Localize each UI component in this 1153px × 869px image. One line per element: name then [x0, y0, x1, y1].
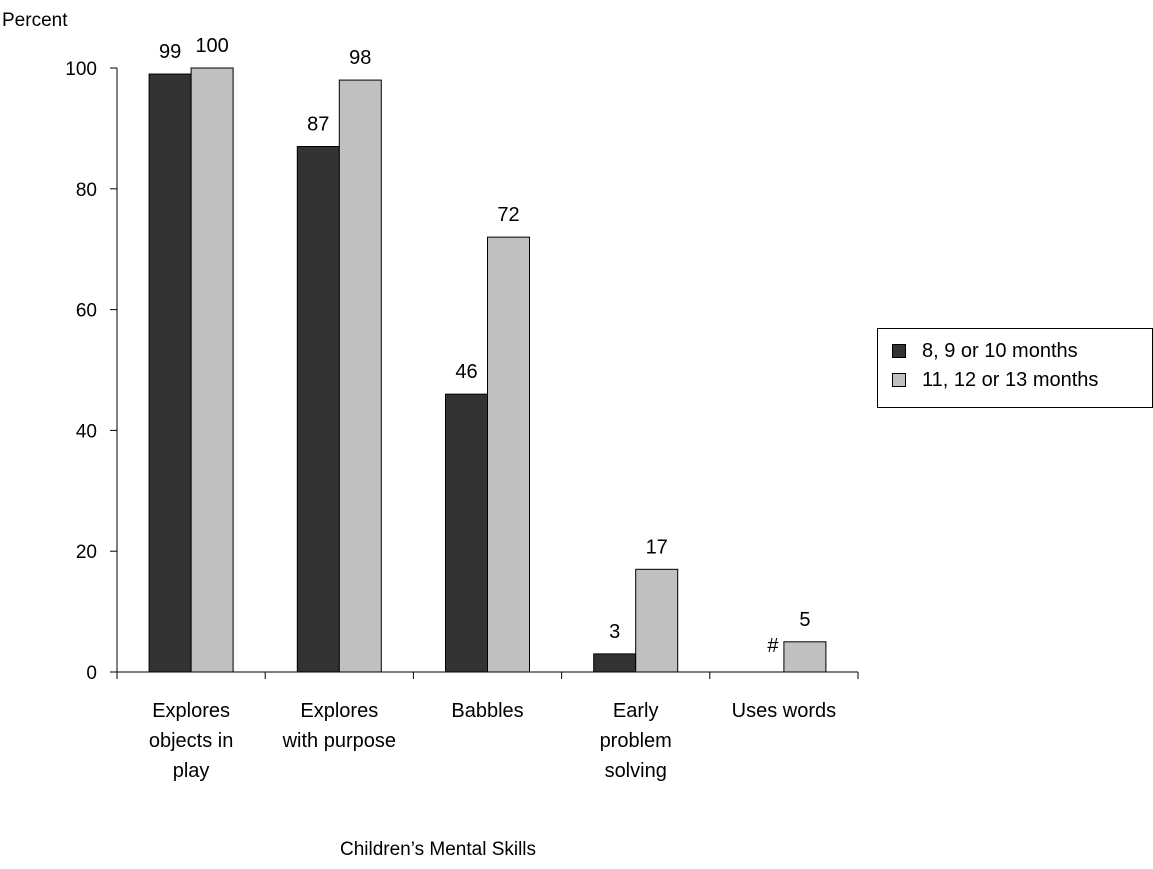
- x-tick-label-line: solving: [605, 760, 667, 782]
- data-label: 100: [195, 35, 228, 57]
- bar-series-2: [191, 68, 233, 672]
- legend-swatch-series-2: [892, 373, 906, 387]
- x-tick-label-line: play: [173, 760, 210, 782]
- data-label: 72: [497, 204, 519, 226]
- x-tick-label-line: problem: [600, 730, 672, 752]
- x-tick-label-line: Babbles: [451, 700, 523, 722]
- x-tick-label-line: with purpose: [282, 730, 396, 752]
- legend-swatch-series-1: [892, 344, 906, 358]
- data-label: #: [767, 635, 779, 657]
- x-tick-label-line: Uses words: [732, 700, 836, 722]
- x-axis-title: Children’s Mental Skills: [340, 839, 536, 860]
- y-axis-title: Percent: [2, 10, 68, 31]
- x-tick-label-line: Explores: [300, 700, 378, 722]
- bar-series-1: [149, 74, 191, 672]
- y-tick-label: 0: [86, 663, 97, 684]
- x-tick-label: Babbles: [451, 700, 523, 722]
- bars: 99 87 46 3 #100 98 72 17 5: [149, 35, 826, 672]
- x-tick-label-line: Explores: [152, 700, 230, 722]
- data-label: 3: [609, 621, 620, 643]
- data-label: 87: [307, 114, 329, 136]
- x-ticks: Explores objects in play Explores with purpo…: [117, 672, 858, 782]
- bar-series-1: [446, 394, 488, 672]
- y-tick-label: 100: [65, 59, 97, 80]
- y-ticks: 0 20 40 60 80 100: [65, 59, 117, 684]
- x-tick-label: Early problem solving: [600, 700, 672, 782]
- legend-label-series-2: 11, 12 or 13 months: [922, 369, 1098, 392]
- legend-item-series-1: 8, 9 or 10 months: [892, 338, 1078, 364]
- bar-series-2: [488, 237, 530, 672]
- legend-item-series-2: 11, 12 or 13 months: [892, 367, 1098, 393]
- data-label: 98: [349, 47, 371, 69]
- bar-series-2: [784, 642, 826, 672]
- y-tick-label: 40: [76, 421, 97, 442]
- bar-series-1: [297, 147, 339, 672]
- x-tick-label-line: objects in: [149, 730, 234, 752]
- bar-series-2: [636, 569, 678, 672]
- x-tick-label: Uses words: [732, 700, 836, 722]
- bar-series-2: [339, 80, 381, 672]
- data-label: 46: [455, 361, 477, 383]
- y-tick-label: 20: [76, 542, 97, 563]
- x-tick-label-line: Early: [613, 700, 659, 722]
- y-tick-label: 60: [76, 301, 97, 322]
- legend-label-series-1: 8, 9 or 10 months: [922, 340, 1078, 363]
- data-label: 5: [799, 609, 810, 631]
- data-label: 99: [159, 41, 181, 63]
- legend: 8, 9 or 10 months 11, 12 or 13 months: [877, 328, 1153, 408]
- x-tick-label: Explores objects in play: [149, 700, 234, 782]
- bar-series-1: [594, 654, 636, 672]
- data-label: 17: [646, 536, 668, 558]
- y-tick-label: 80: [76, 180, 97, 201]
- x-tick-label: Explores with purpose: [282, 700, 396, 752]
